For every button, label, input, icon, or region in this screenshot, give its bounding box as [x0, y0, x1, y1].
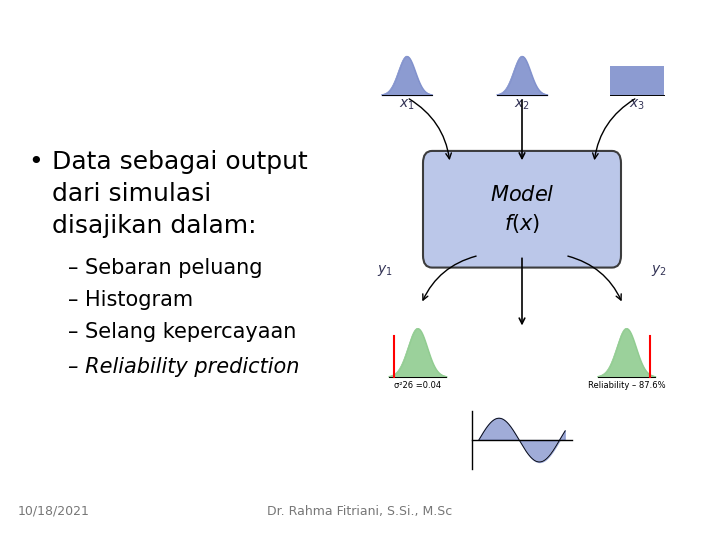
Text: dari simulasi: dari simulasi [52, 182, 211, 206]
Text: Reliability – 87.6%: Reliability – 87.6% [588, 381, 665, 390]
Text: $y_1$: $y_1$ [377, 262, 393, 278]
FancyBboxPatch shape [423, 151, 621, 267]
Text: σ²26 =0.04: σ²26 =0.04 [394, 381, 441, 390]
Text: 10/18/2021: 10/18/2021 [18, 505, 90, 518]
Text: – Sebaran peluang: – Sebaran peluang [68, 258, 263, 278]
Text: Data sebagai output: Data sebagai output [52, 150, 307, 174]
Bar [611, 66, 665, 95]
Text: $x_3$: $x_3$ [629, 97, 645, 112]
Text: $\mathbf{\mathit{Model}}$: $\mathbf{\mathit{Model}}$ [490, 185, 554, 205]
Text: $x_2$: $x_2$ [514, 97, 530, 112]
Text: •: • [28, 150, 42, 174]
Text: $x_1$: $x_1$ [399, 97, 415, 112]
Text: – Reliability prediction: – Reliability prediction [68, 357, 300, 377]
Text: $y_2$: $y_2$ [651, 262, 667, 278]
Text: – Histogram: – Histogram [68, 290, 193, 310]
Text: Dr. Rahma Fitriani, S.Si., M.Sc: Dr. Rahma Fitriani, S.Si., M.Sc [267, 505, 453, 518]
Text: – Selang kepercayaan: – Selang kepercayaan [68, 322, 297, 342]
Text: $\mathbf{\mathit{f(x)}}$: $\mathbf{\mathit{f(x)}}$ [504, 212, 540, 235]
Text: disajikan dalam:: disajikan dalam: [52, 214, 256, 238]
